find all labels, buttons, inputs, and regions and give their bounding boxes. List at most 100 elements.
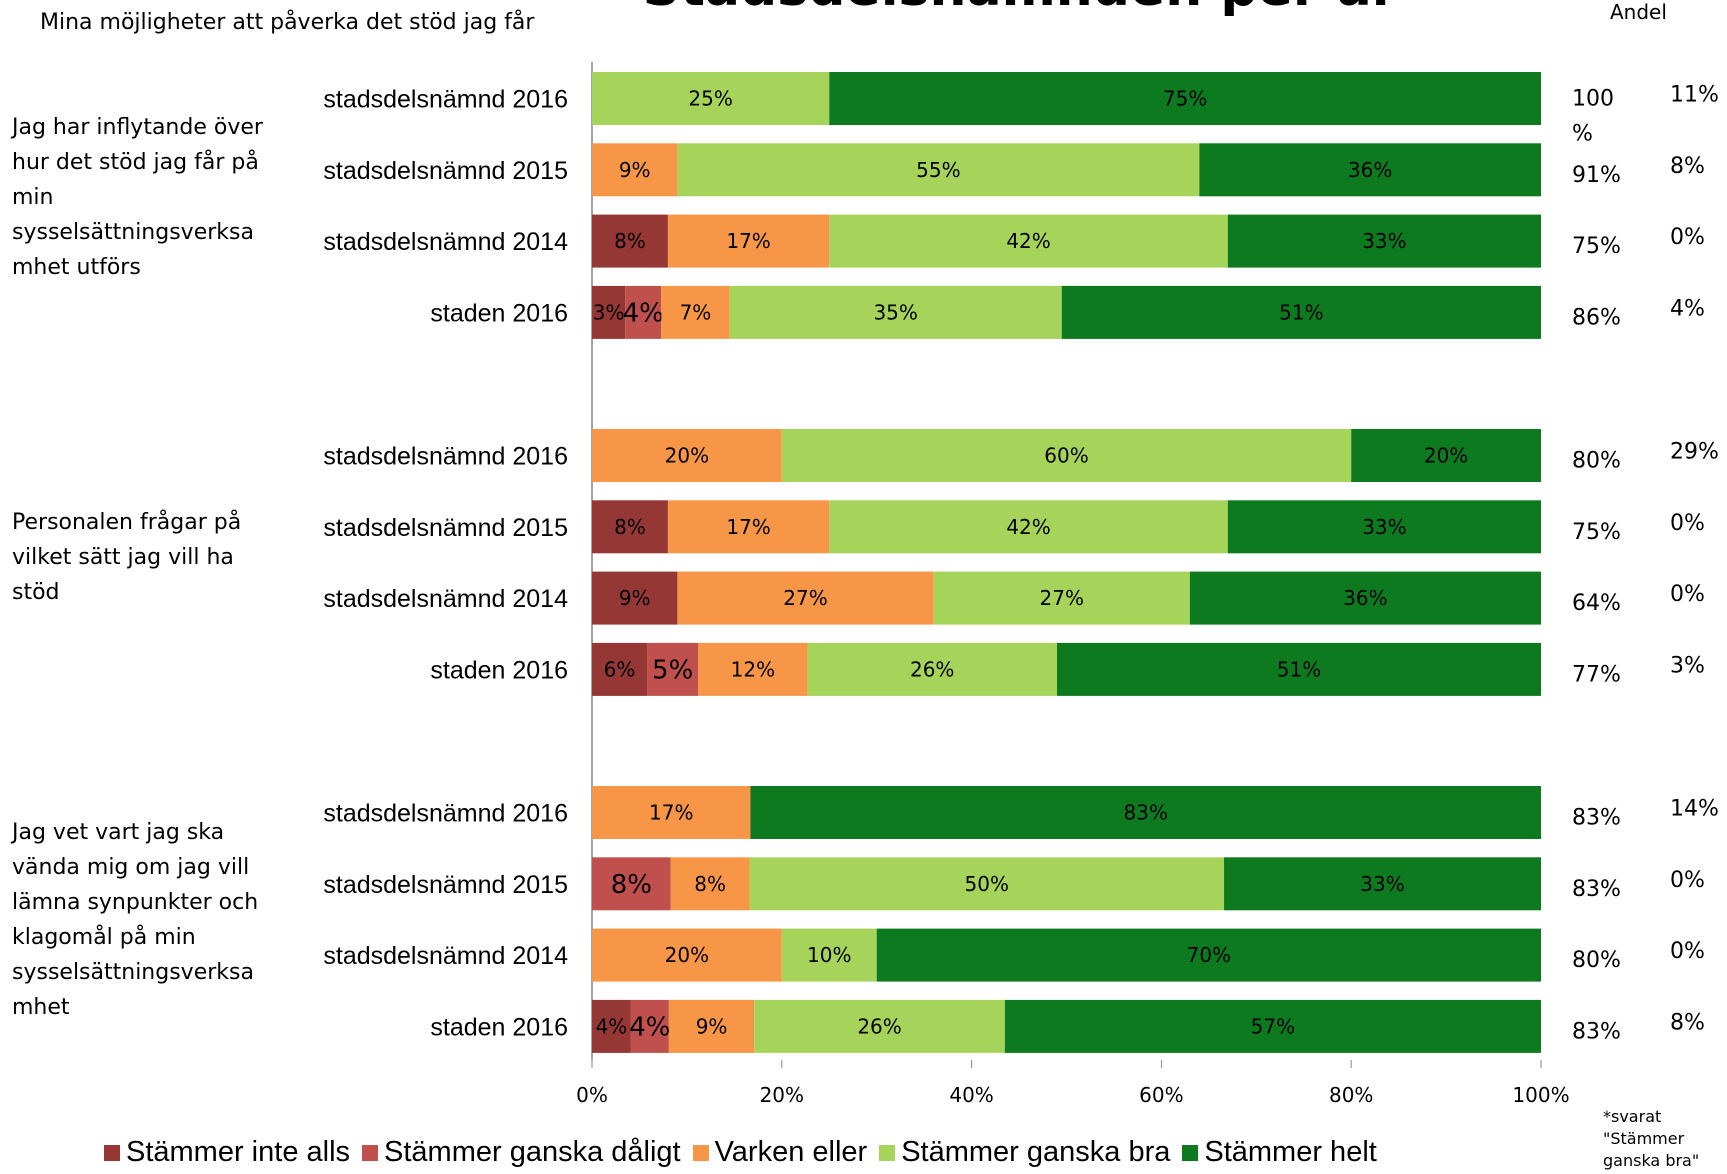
andel-label: 29%	[1670, 440, 1719, 465]
data-label: 50%	[965, 872, 1009, 896]
legend-swatch	[879, 1144, 896, 1161]
category-label: stadsdelsnämnd 2015	[323, 514, 568, 542]
bar-segment	[1351, 429, 1541, 482]
data-label: 35%	[873, 300, 917, 324]
data-label: 42%	[1006, 229, 1050, 253]
bar-segment	[1004, 999, 1541, 1053]
category-label: staden 2016	[430, 1013, 568, 1041]
chart-subtitle: Mina möjligheter att påverka det stöd ja…	[40, 10, 535, 35]
total-label: 100	[1572, 87, 1614, 112]
data-label: 7%	[680, 300, 712, 324]
data-label: 33%	[1362, 515, 1406, 539]
data-label: 83%	[1124, 801, 1168, 825]
data-label: 9%	[696, 1014, 728, 1038]
legend-label: Stämmer ganska dåligt	[384, 1136, 681, 1168]
bar-segment	[592, 500, 668, 554]
bar-segment	[729, 285, 1062, 339]
bar-segment	[647, 642, 699, 696]
legend-swatch	[362, 1144, 379, 1161]
question-line: hur det stöd jag får på	[12, 150, 259, 175]
bar-segment	[1199, 143, 1541, 197]
total-label: 83%	[1572, 1019, 1621, 1044]
question-line: vilket sätt jag vill ha	[12, 545, 234, 570]
x-tick-label: 60%	[1139, 1083, 1183, 1107]
data-label: 55%	[916, 158, 960, 182]
data-label: 20%	[665, 943, 709, 967]
legend-item: Stämmer ganska dåligt	[362, 1136, 681, 1169]
legend-item: Varken eller	[692, 1136, 867, 1169]
data-label: 12%	[731, 657, 775, 681]
question-label-3: Jag vet vart jag ska vända mig om jag vi…	[12, 815, 292, 1025]
x-tick-label: 40%	[949, 1083, 993, 1107]
bar-segment	[1189, 571, 1541, 625]
data-label: 8%	[614, 515, 646, 539]
total-label: 83%	[1572, 806, 1621, 831]
bar-segment	[592, 285, 626, 339]
category-label: stadsdelsnämnd 2015	[323, 157, 568, 185]
x-tick-label: 100%	[1512, 1083, 1569, 1107]
data-label: 36%	[1348, 158, 1392, 182]
data-label: 4%	[629, 1012, 670, 1042]
bar-segment	[1057, 642, 1541, 696]
legend-item: Stämmer helt	[1182, 1136, 1377, 1169]
data-label: 70%	[1187, 943, 1231, 967]
data-label: 26%	[857, 1014, 901, 1038]
bar-segment	[829, 72, 1541, 125]
data-label: 4%	[623, 298, 664, 328]
category-label: stadsdelsnämnd 2014	[323, 585, 568, 613]
bar-segment	[677, 571, 934, 625]
data-label: 26%	[910, 657, 954, 681]
total-label: 64%	[1572, 591, 1621, 616]
bar-segment	[592, 214, 668, 268]
data-label: 5%	[652, 655, 693, 685]
andel-label: 8%	[1670, 1010, 1705, 1035]
andel-label: 0%	[1670, 582, 1705, 607]
category-label: stadsdelsnämnd 2015	[323, 871, 568, 899]
question-line: klagomål på min	[12, 925, 196, 950]
data-label: 75%	[1163, 87, 1207, 111]
data-label: 9%	[619, 158, 651, 182]
data-label: 8%	[611, 870, 652, 900]
bar-segment	[592, 642, 648, 696]
total-label: 77%	[1572, 662, 1621, 687]
andel-label: 0%	[1670, 225, 1705, 250]
question-line: min	[12, 185, 54, 210]
legend-swatch	[104, 1144, 120, 1161]
andel-label: 0%	[1670, 511, 1705, 536]
legend-swatch	[1182, 1144, 1199, 1161]
bar-segment	[750, 786, 1541, 839]
bar-segment	[807, 642, 1058, 696]
question-line: mhet utförs	[12, 255, 141, 280]
legend-label: Stämmer ganska bra	[901, 1136, 1171, 1168]
bar-segment	[592, 429, 782, 482]
data-label: 33%	[1360, 872, 1404, 896]
data-label: 20%	[665, 444, 709, 468]
bar-segment	[677, 143, 1200, 197]
total-label: 80%	[1572, 948, 1621, 973]
x-tick-label: 80%	[1329, 1083, 1373, 1107]
data-label: 42%	[1006, 515, 1050, 539]
chart-legend: Stämmer inte alls Stämmer ganska dåligt Va…	[104, 1136, 1389, 1169]
question-line: Personalen frågar på	[12, 510, 242, 535]
bar-segment	[592, 857, 671, 911]
question-line: vända mig om jag vill	[12, 855, 250, 880]
bar-segment	[592, 786, 751, 839]
data-label: 6%	[604, 657, 636, 681]
data-label: 9%	[619, 586, 651, 610]
data-label: 20%	[1424, 444, 1468, 468]
total-label: %	[1572, 122, 1593, 147]
question-label-2: Personalen frågar på vilket sätt jag vil…	[12, 505, 292, 610]
data-label: 25%	[688, 87, 732, 111]
chart-title: Stadsdelsnämnden per år	[640, 0, 1400, 14]
bar-segment	[667, 214, 830, 268]
bar-segment	[592, 928, 782, 982]
legend-label: Stämmer inte alls	[126, 1136, 351, 1168]
data-label: 36%	[1343, 586, 1387, 610]
bar-segment	[1227, 214, 1541, 268]
total-label: 75%	[1572, 234, 1621, 259]
question-line: lämna synpunkter och	[12, 890, 259, 915]
data-label: 17%	[726, 515, 770, 539]
data-label: 4%	[596, 1014, 628, 1038]
data-label: 3%	[593, 300, 625, 324]
bar-segment	[625, 285, 662, 339]
